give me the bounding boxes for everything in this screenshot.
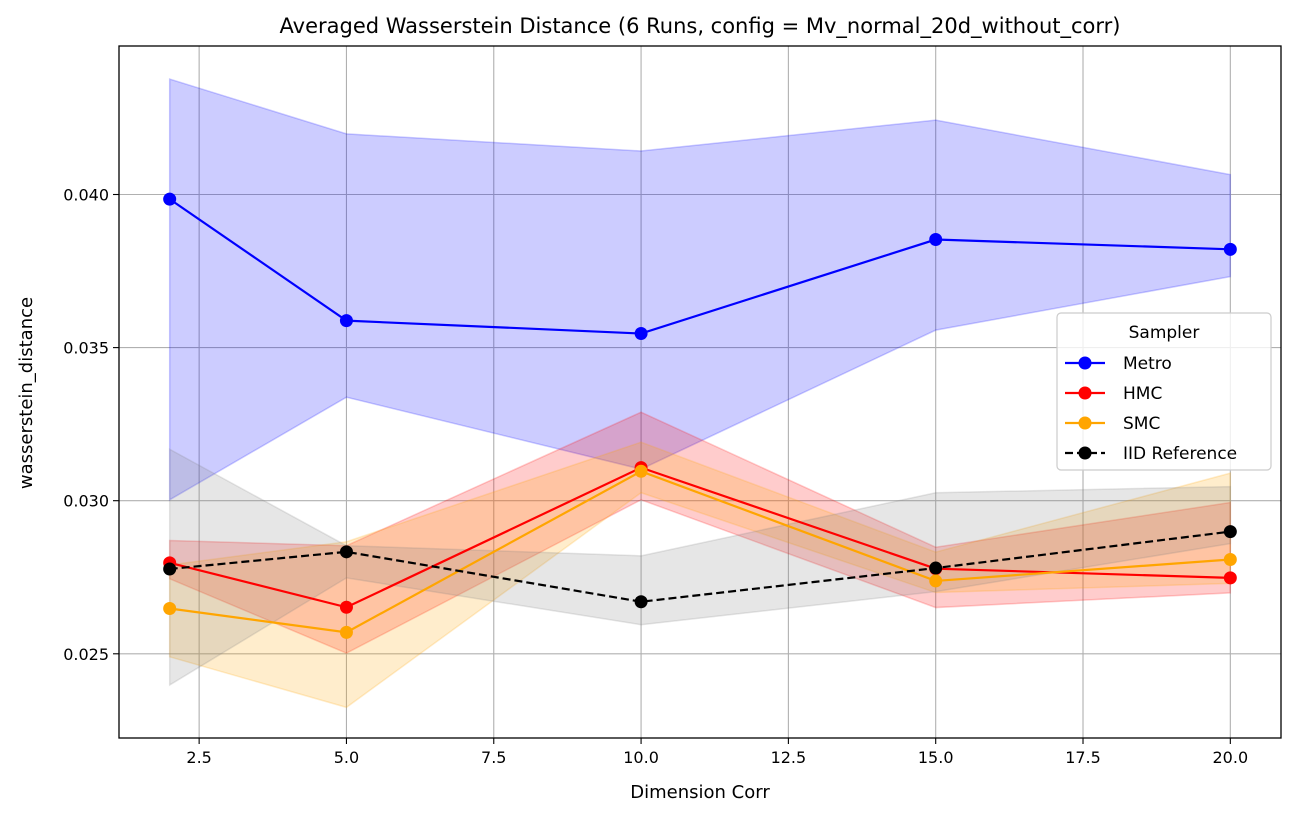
hmc-point <box>339 600 353 614</box>
y-tick-label: 0.035 <box>63 339 109 358</box>
legend-title: Sampler <box>1129 323 1200 343</box>
x-tick-label: 2.5 <box>186 748 211 767</box>
x-axis-ticks: 2.5 5.0 7.5 10.0 12.5 15.0 17.5 20.0 <box>186 738 1248 767</box>
metro-point <box>339 314 353 328</box>
y-tick-label: 0.030 <box>63 492 109 511</box>
metro-point <box>1223 242 1237 256</box>
legend-marker-metro <box>1078 356 1092 370</box>
iid-reference-point <box>163 562 177 576</box>
legend-label-metro: Metro <box>1123 354 1172 374</box>
x-tick-label: 10.0 <box>623 748 659 767</box>
iid-reference-point <box>634 595 648 609</box>
metro-point <box>634 327 648 341</box>
x-tick-label: 17.5 <box>1065 748 1101 767</box>
plot-frame <box>118 45 1282 739</box>
series-lines <box>163 192 1237 639</box>
iid-reference-line <box>169 530 1231 603</box>
y-tick-label: 0.040 <box>63 186 109 205</box>
legend-label-smc: SMC <box>1123 414 1160 434</box>
hmc-point <box>1223 571 1237 585</box>
x-tick-label: 12.5 <box>771 748 807 767</box>
legend-box <box>1056 312 1272 471</box>
x-tick-label: 5.0 <box>334 748 359 767</box>
y-axis-ticks: 0.025 0.030 0.035 0.040 <box>63 186 119 664</box>
y-tick-label: 0.025 <box>63 645 109 664</box>
y-axis-label: wasserstein_distance <box>16 297 37 489</box>
smc-point <box>339 625 353 639</box>
confidence-bands <box>168 78 1232 709</box>
iid-reference-point <box>929 561 943 575</box>
legend-marker-hmc <box>1078 386 1092 400</box>
metro-band <box>168 78 1232 502</box>
iid-reference-band <box>168 447 1232 687</box>
iid-reference-point <box>339 545 353 559</box>
smc-point <box>929 574 943 588</box>
chart-title: Averaged Wasserstein Distance (6 Runs, c… <box>280 14 1121 39</box>
smc-point <box>634 464 648 478</box>
grid <box>119 46 1281 738</box>
x-axis-label: Dimension Corr <box>630 782 770 803</box>
metro-point <box>929 233 943 247</box>
x-tick-label: 7.5 <box>481 748 506 767</box>
iid-reference-point <box>1223 525 1237 539</box>
legend-label-iid-reference: IID Reference <box>1123 444 1237 464</box>
smc-point <box>1223 552 1237 566</box>
smc-point <box>163 601 177 615</box>
x-tick-label: 15.0 <box>918 748 954 767</box>
legend-marker-iid-reference <box>1078 446 1092 460</box>
legend-label-hmc: HMC <box>1123 384 1162 404</box>
metro-point <box>163 192 177 206</box>
hmc-band <box>168 411 1232 655</box>
x-tick-label: 20.0 <box>1213 748 1249 767</box>
legend-marker-smc <box>1078 416 1092 430</box>
legend: Sampler Metro HMC SMC IID Reference <box>1056 312 1272 471</box>
